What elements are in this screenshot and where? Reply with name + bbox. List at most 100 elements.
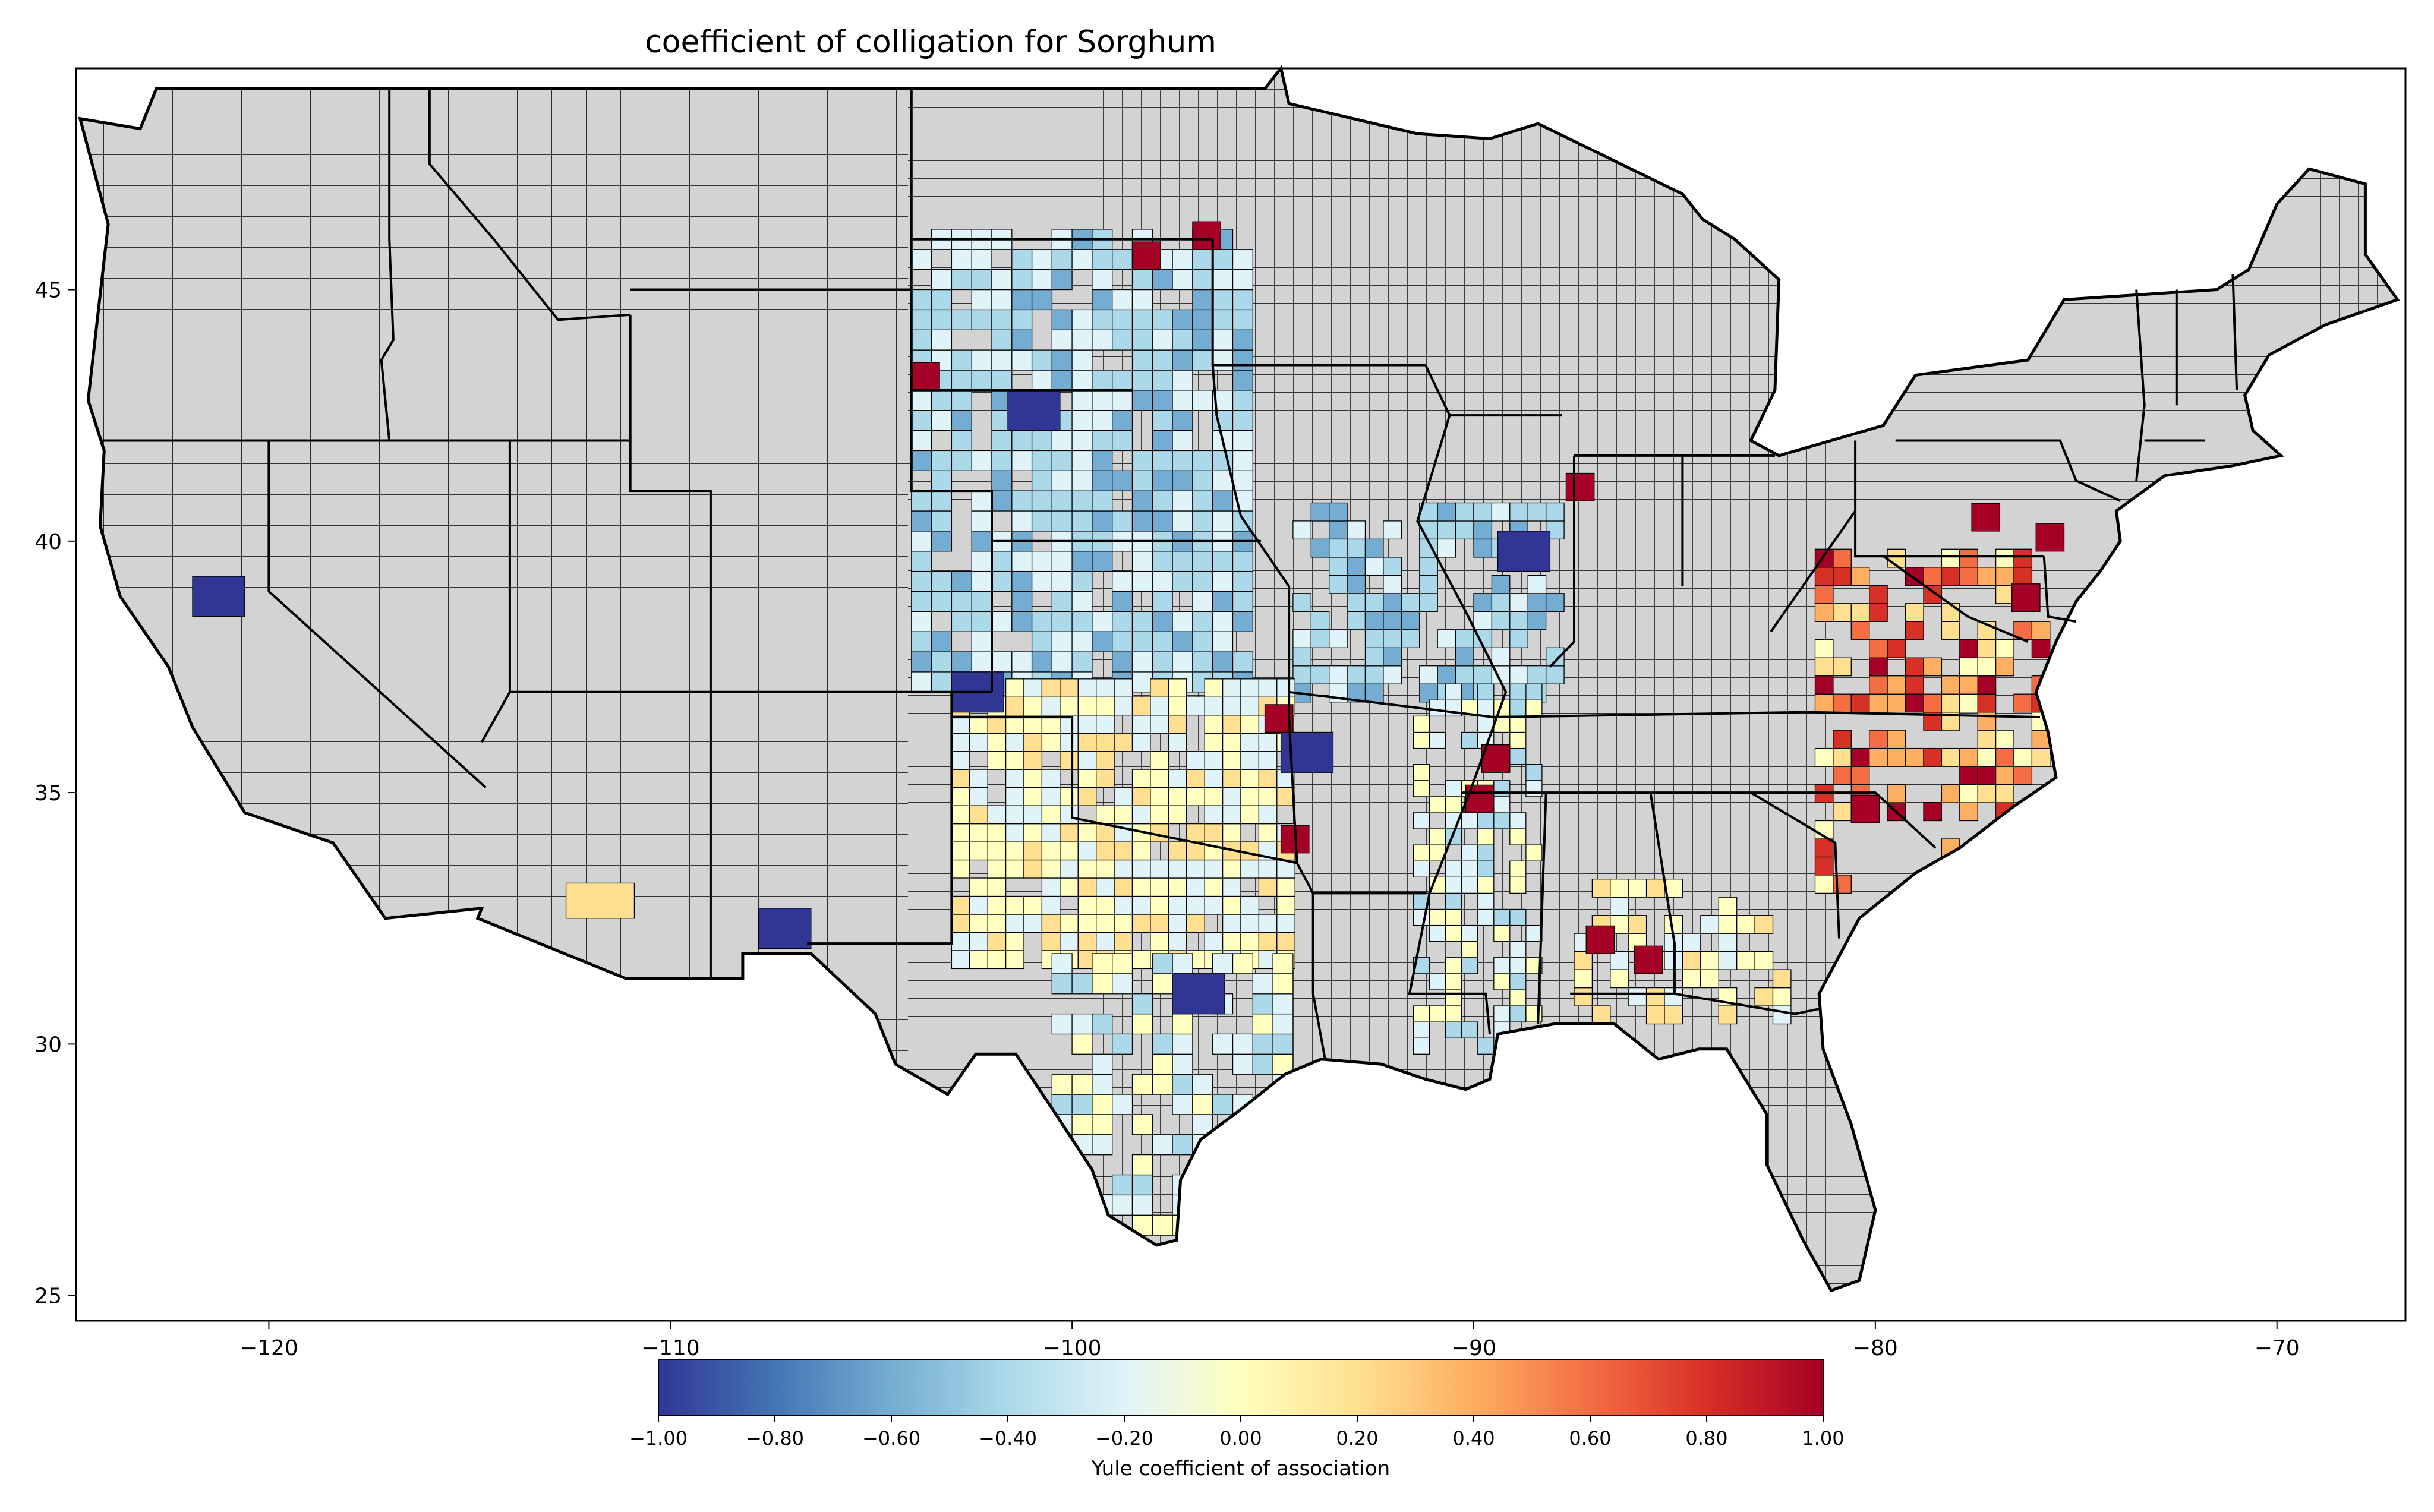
county-cell [1041,877,1061,897]
county-cell [1172,973,1225,1015]
county-cell [1329,557,1348,576]
county-cell [1005,787,1024,806]
county-cell [1114,895,1133,915]
county-cell [1041,859,1061,879]
county-cell [1212,611,1234,632]
county-cell [1493,796,1511,813]
county-cell [1060,805,1079,825]
county-cell [1152,1134,1173,1156]
county-cell [931,570,953,592]
county-cell [1212,329,1234,351]
state-border [1750,791,1840,939]
county-cell [1071,470,1093,491]
county-cell [1131,390,1153,411]
county-cell [1509,715,1527,733]
county-cell [1150,787,1169,806]
county-cell [1329,665,1348,684]
county-cell [1031,611,1053,632]
county-cell [1292,665,1311,684]
state-border [2135,289,2146,481]
county-cell [1071,410,1093,431]
county-cell [911,531,932,552]
county-cell [1276,678,1295,697]
county-cell [1168,805,1187,825]
county-cell [1310,629,1330,648]
county-cell [987,877,1007,897]
county-cell [1445,973,1462,990]
county-cell [1005,950,1024,970]
county-cell [1461,1021,1478,1038]
county-cell [1455,647,1474,667]
county-cell [1527,611,1547,630]
county-cell [1005,914,1024,933]
county-cell [1192,1094,1213,1115]
county-cell [1310,611,1330,630]
county-cell [1814,693,1834,713]
county-cell [1477,892,1495,910]
county-cell [1772,1005,1792,1025]
county-cell [1051,510,1073,532]
county-cell [1461,941,1478,958]
county-cell [1477,1037,1495,1055]
county-cell [1071,490,1093,512]
county-cell [1461,860,1478,877]
county-cell [1941,784,1960,803]
county-cell [1473,502,1493,522]
county-cell [1172,1074,1193,1095]
county-cell [1092,1114,1113,1135]
county-cell [987,914,1007,933]
county-cell [1445,1005,1462,1022]
county-cell [951,733,970,752]
county-cell [991,570,1013,592]
county-cell [1023,823,1043,842]
county-cell [1240,696,1260,716]
county-cell [1172,1053,1193,1075]
county-cell [1585,925,1615,954]
county-cell [1869,603,1888,622]
county-cell [1493,1005,1511,1022]
county-cell [2013,747,2033,767]
county-cell [1869,730,1888,749]
county-cell [1292,520,1311,540]
county-cell [1131,370,1153,391]
colorbar-tick-label: 0.00 [1219,1427,1262,1450]
county-cell [1131,269,1153,291]
county-cell [1959,639,1978,658]
state-border [1493,711,2041,719]
county-cell [1473,665,1493,684]
county-cell [1011,570,1033,592]
county-cell [1923,802,1943,822]
colorbar-tick-label: −0.60 [862,1427,920,1450]
county-cell [911,249,932,270]
county-cell [1401,611,1420,630]
x-tick-label: −120 [239,1336,298,1361]
county-cell [1023,678,1043,697]
county-cell [1276,932,1295,951]
county-cell [1092,269,1113,291]
county-cell [1092,551,1113,572]
county-cell [987,859,1007,879]
county-cell [1258,751,1278,770]
county-cell [1477,860,1495,877]
county-cell [1445,892,1462,910]
county-cell [1682,951,1701,970]
county-cell [1204,932,1224,951]
county-cell [1461,924,1478,942]
county-cell [1092,430,1113,452]
county-cell [1041,733,1061,752]
county-cell [1977,730,1997,749]
county-cell [1192,450,1213,471]
county-cell [1152,1214,1173,1236]
county-cell [1172,269,1193,291]
county-cell [1192,551,1213,572]
county-cell [1232,309,1253,330]
county-cell [1814,585,1834,604]
county-cell [931,289,953,311]
county-cell [1364,647,1384,667]
county-cell [1112,249,1133,270]
county-cell [1473,593,1493,612]
county-cell [971,490,992,512]
county-cell [1131,1114,1153,1135]
county-cell [991,430,1013,452]
colorbar-tick-label: 0.40 [1452,1427,1495,1450]
